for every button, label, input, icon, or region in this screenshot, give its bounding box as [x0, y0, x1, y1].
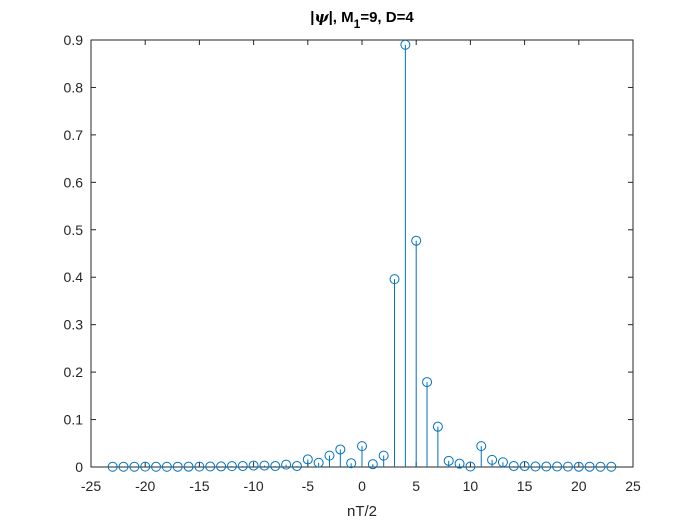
- plot-area: [90, 39, 634, 468]
- y-tick-label: 0.3: [64, 317, 84, 333]
- title-psi: ψ: [314, 8, 329, 26]
- x-axis-label: nT/2: [347, 503, 377, 520]
- stem-marker: [205, 461, 216, 472]
- title-subscript: 1: [354, 17, 361, 31]
- stem-marker: [432, 421, 443, 432]
- stem-marker: [530, 461, 541, 472]
- stem-marker: [541, 461, 552, 472]
- stem-marker: [140, 461, 151, 472]
- stem-marker: [281, 459, 292, 470]
- stem-marker: [183, 461, 194, 472]
- title-prefix: |: [310, 9, 314, 26]
- stem-marker: [411, 235, 422, 246]
- stem-marker: [508, 461, 519, 472]
- stem-marker: [324, 450, 335, 461]
- stem-marker: [443, 455, 454, 466]
- stem-marker: [161, 461, 172, 472]
- stem-marker: [107, 461, 118, 472]
- stem-marker: [476, 441, 487, 452]
- x-tick-label: 0: [358, 478, 366, 494]
- stem-marker: [270, 461, 281, 472]
- stem-marker: [313, 457, 324, 468]
- x-tick-label: -15: [189, 478, 209, 494]
- y-tick-label: 0.7: [64, 127, 84, 143]
- y-tick-label: 0.8: [64, 79, 84, 95]
- stem-marker: [389, 274, 400, 285]
- stem-marker: [226, 461, 237, 472]
- x-tick-label: 25: [625, 478, 641, 494]
- stem-marker: [172, 461, 183, 472]
- stem-marker: [129, 461, 140, 472]
- chart-title: |ψ|, M1=9, D=4: [310, 8, 414, 31]
- stem-marker: [291, 461, 302, 472]
- x-tick-label: -25: [81, 478, 101, 494]
- x-tick-label: 10: [463, 478, 479, 494]
- stem-marker: [118, 461, 129, 472]
- y-tick-label: 0: [75, 459, 83, 475]
- stem-marker: [335, 444, 346, 455]
- stem-marker: [573, 461, 584, 472]
- stem-marker: [465, 461, 476, 472]
- x-tick-label: -10: [243, 478, 263, 494]
- y-tick-label: 0.1: [64, 412, 84, 428]
- stem-marker: [497, 457, 508, 468]
- y-tick-label: 0.2: [64, 364, 84, 380]
- stem-marker: [562, 461, 573, 472]
- stem-marker: [519, 461, 530, 472]
- stem-marker: [606, 461, 617, 472]
- stem-marker: [400, 39, 411, 50]
- title-mid: |, M: [329, 9, 354, 26]
- stem-marker: [194, 461, 205, 472]
- y-tick-label: 0.5: [64, 222, 84, 238]
- y-tick-label: 0.6: [64, 174, 84, 190]
- x-tick-label: 20: [571, 478, 587, 494]
- stem-marker: [367, 459, 378, 470]
- y-tick-label: 0.4: [64, 269, 84, 285]
- stem-marker: [248, 460, 259, 471]
- x-tick-labels: -25 -20 -15 -10 -5 0 5 10 15 20 25: [81, 478, 641, 494]
- stem-marker: [151, 461, 162, 472]
- stem-marker: [422, 377, 433, 388]
- y-tick-label: 0.9: [64, 32, 84, 48]
- stem-marker: [302, 454, 313, 465]
- x-tick-label: 5: [412, 478, 420, 494]
- stem-marker: [216, 461, 227, 472]
- stem-marker: [595, 461, 606, 472]
- stem-marker: [487, 454, 498, 465]
- title-suffix: =9, D=4: [360, 9, 414, 26]
- y-tick-labels: 0 0.1 0.2 0.3 0.4 0.5 0.6 0.7 0.8 0.9: [64, 32, 84, 475]
- x-tick-label: -5: [302, 478, 315, 494]
- x-tick-label: -20: [135, 478, 155, 494]
- stem-marker: [584, 461, 595, 472]
- stem-marker: [237, 461, 248, 472]
- stem-marker: [259, 460, 270, 471]
- x-tick-label: 15: [517, 478, 533, 494]
- stem-series: [107, 39, 617, 472]
- stem-marker: [454, 458, 465, 469]
- stem-marker: [552, 461, 563, 472]
- stem-marker: [346, 458, 357, 469]
- stem-marker: [357, 441, 367, 452]
- stem-marker: [378, 450, 389, 461]
